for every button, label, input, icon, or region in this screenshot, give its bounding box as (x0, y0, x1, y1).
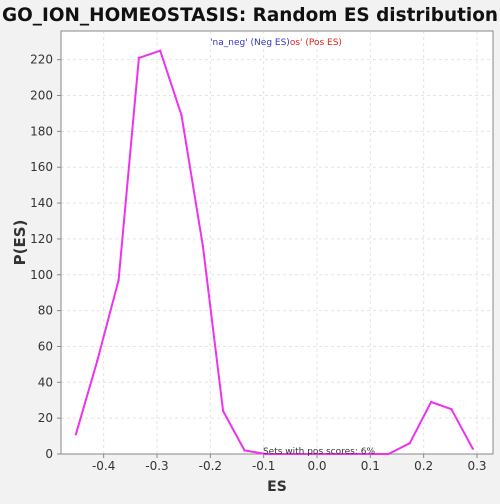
x-tick-label: -0.1 (252, 459, 275, 473)
y-tick-label: 140 (30, 196, 53, 210)
data-point (471, 447, 474, 450)
data-point (450, 407, 453, 411)
y-tick-label: 40 (38, 375, 53, 389)
y-tick-label: 220 (30, 53, 53, 67)
y-tick-label: 0 (45, 447, 53, 461)
x-tick-label: 0.0 (307, 459, 326, 473)
y-tick-label: 100 (30, 268, 53, 282)
pos-scores-annotation: Sets with pos scores: 6% (263, 447, 376, 457)
y-tick-label: 60 (38, 339, 53, 353)
data-point (387, 452, 390, 456)
legend-entry-neg: 'na_neg' (Neg ES) (210, 38, 290, 48)
x-tick-label: -0.2 (199, 459, 222, 473)
data-point (201, 244, 205, 248)
data-point (243, 449, 246, 452)
x-tick-label: -0.3 (145, 459, 168, 473)
legend-entry-pos: os' (Pos ES) (290, 38, 342, 48)
x-tick-label: 0.2 (414, 459, 433, 473)
data-point (371, 452, 374, 456)
chart-title: GO_ION_HOMEOSTASIS: Random ES distributi… (2, 4, 498, 26)
y-tick-label: 180 (30, 124, 53, 138)
series-layer (74, 49, 474, 456)
data-point (349, 452, 353, 456)
x-axis-label: ES (267, 479, 287, 495)
data-point (429, 400, 433, 404)
x-tick-label: -0.4 (92, 459, 115, 473)
data-point (408, 442, 411, 445)
axes: -0.4 -0.3 -0.2 -0.1 0.0 0.1 0.2 0.3 0 20 40 60 80 100… (30, 30, 494, 473)
y-tick-label: 160 (30, 160, 53, 174)
y-tick-label: 80 (38, 304, 53, 318)
data-point (307, 452, 310, 456)
data-point (285, 452, 289, 456)
data-point (96, 359, 99, 362)
plot-area (61, 31, 493, 454)
series-line (74, 49, 474, 455)
data-point (117, 278, 120, 282)
y-tick-label: 120 (30, 232, 53, 246)
data-point (159, 49, 162, 52)
y-tick-label: 200 (30, 89, 53, 103)
legend: 'na_neg' (Neg ES)os' (Pos ES) (210, 38, 342, 48)
data-point (137, 56, 141, 60)
x-tick-label: 0.3 (467, 459, 486, 473)
y-axis-label: P(ES) (11, 220, 29, 266)
labels: GO_ION_HOMEOSTASIS: Random ES distributi… (2, 4, 498, 495)
data-point (180, 114, 183, 117)
data-point (221, 409, 225, 413)
y-tick-label: 20 (38, 411, 53, 425)
data-point (74, 433, 78, 436)
x-tick-label: 0.1 (361, 459, 380, 473)
grid (61, 31, 493, 455)
data-point (328, 452, 331, 456)
data-point (264, 452, 267, 456)
